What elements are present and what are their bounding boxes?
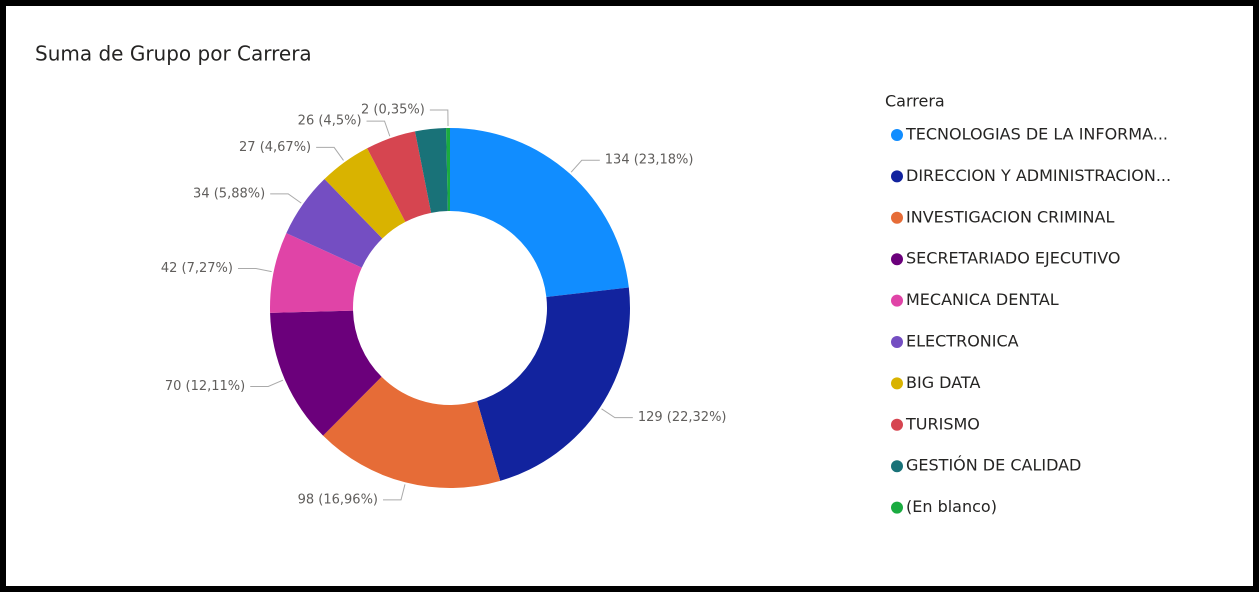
data-label: 42 (7,27%) (161, 261, 233, 276)
leader-line (316, 146, 344, 161)
legend-marker (891, 253, 903, 266)
leader-line (570, 159, 600, 173)
leader-line (270, 193, 302, 204)
legend-label: INVESTIGACION CRIMINAL (906, 207, 1114, 226)
leader-line (237, 267, 272, 273)
data-label: 129 (22,32%) (638, 410, 727, 425)
legend-marker (891, 377, 903, 390)
data-label: 134 (23,18%) (605, 153, 694, 168)
data-label: 27 (4,67%) (239, 140, 311, 155)
donut-slice (450, 128, 629, 297)
data-label: 70 (12,11%) (165, 379, 245, 394)
leader-line (601, 408, 633, 419)
legend-marker (891, 501, 903, 514)
legend-label: SECRETARIADO EJECUTIVO (906, 249, 1121, 268)
legend-marker (891, 418, 903, 431)
leader-line (366, 120, 391, 137)
data-label: 2 (0,35%) (361, 103, 425, 118)
chart-title: Suma de Grupo por Carrera (35, 42, 312, 66)
legend-label: MECANICA DENTAL (906, 290, 1059, 309)
donut-slice (415, 128, 448, 213)
donut-slice (286, 179, 383, 268)
donut-slice (270, 233, 362, 313)
legend-label: ELECTRONICA (906, 332, 1019, 351)
legend-title: Carrera (885, 92, 945, 111)
legend-marker (891, 211, 903, 224)
leader-line (250, 379, 284, 387)
legend-marker (891, 294, 903, 307)
legend-label: DIRECCION Y ADMINISTRACION... (906, 166, 1171, 185)
legend-marker (891, 129, 903, 141)
legend-marker (891, 170, 903, 183)
legend-label: (En blanco) (906, 497, 997, 516)
legend-label: BIG DATA (906, 373, 980, 392)
legend-label: TURISMO (905, 414, 980, 433)
legend-label: TECNOLOGIAS DE LA INFORMA... (905, 125, 1168, 144)
donut-slice (323, 376, 501, 489)
leader-line (429, 109, 449, 127)
legend-label: GESTIÓN DE CALIDAD (906, 456, 1081, 475)
leader-line (383, 484, 406, 501)
data-label: 26 (4,5%) (298, 114, 362, 129)
donut-slice (367, 131, 432, 222)
legend-marker (891, 336, 903, 348)
data-label: 98 (16,96%) (298, 492, 378, 507)
legend-marker (891, 460, 903, 473)
donut-slice (270, 310, 382, 436)
data-label: 34 (5,88%) (193, 186, 265, 201)
donut-slice (446, 128, 450, 212)
donut-slice (324, 148, 406, 239)
donut-slice (477, 287, 630, 481)
